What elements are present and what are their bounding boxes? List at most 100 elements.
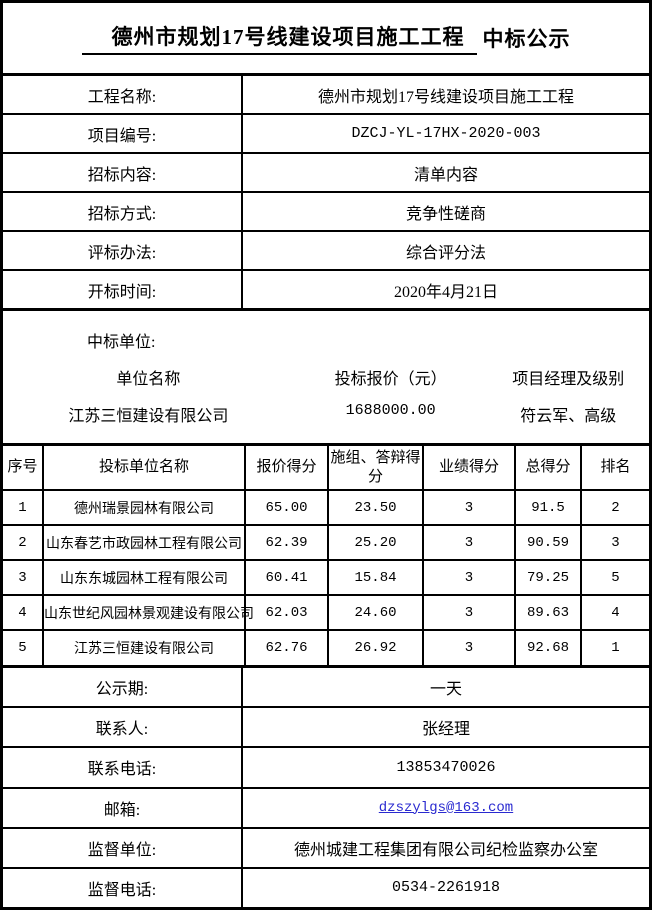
- score-table: 序号 投标单位名称 报价得分 施组、答辩得分 业绩得分 总得分 排名 1 德州瑞…: [2, 445, 650, 666]
- cell-total-score: 79.25: [514, 559, 582, 596]
- label-tender-method: 招标方式:: [3, 193, 243, 230]
- cell-plan-defense-score: 25.20: [327, 524, 424, 561]
- cell-bidder-name: 德州瑞景园林有限公司: [42, 489, 246, 526]
- email-link[interactable]: dzszylgs@163.com: [378, 799, 514, 816]
- table-row: 2 山东春艺市政园林工程有限公司 62.39 25.20 3 90.59 3: [2, 524, 650, 561]
- row-evaluation-method: 评标办法: 综合评分法: [3, 232, 649, 271]
- value-publicity-period: 一天: [429, 681, 462, 699]
- winner-col-manager: 项目经理及级别: [512, 371, 625, 388]
- header-total-score: 总得分: [514, 445, 582, 491]
- value-project-name: 德州市规划17号线建设项目施工工程: [317, 88, 574, 106]
- winner-company: 江苏三恒建设有限公司: [68, 408, 229, 425]
- row-bid-opening-time: 开标时间: 2020年4月21日: [3, 271, 649, 311]
- cell-price-score: 62.76: [244, 629, 329, 666]
- header-bidder-name: 投标单位名称: [42, 445, 246, 491]
- cell-plan-defense-score: 26.92: [327, 629, 424, 666]
- label-supervision-unit: 监督单位:: [3, 828, 243, 867]
- row-tender-content: 招标内容: 清单内容: [3, 154, 649, 193]
- header-price-score: 报价得分: [244, 445, 329, 491]
- cell-rank: 4: [580, 594, 650, 631]
- value-project-number: DZCJ-YL-17HX-2020-003: [351, 125, 541, 142]
- cell-performance-score: 3: [422, 559, 516, 596]
- cell-plan-defense-score: 15.84: [327, 559, 424, 596]
- label-bid-opening-time: 开标时间:: [3, 271, 243, 308]
- winner-section-label: 中标单位:: [87, 334, 156, 351]
- winner-project-manager: 符云军、高级: [520, 408, 617, 425]
- value-supervision-phone: 0534-2261918: [391, 879, 501, 897]
- winner-column-headers: 单位名称 投标报价（元） 项目经理及级别: [3, 365, 649, 389]
- value-supervision-unit: 德州城建工程集团有限公司纪检监察办公室: [293, 841, 598, 859]
- label-publicity-period: 公示期:: [3, 668, 243, 707]
- row-tender-method: 招标方式: 竞争性磋商: [3, 193, 649, 232]
- cell-rank: 2: [580, 489, 650, 526]
- label-supervision-phone: 监督电话:: [3, 868, 243, 908]
- header-seq: 序号: [2, 445, 44, 491]
- cell-seq: 2: [2, 524, 44, 561]
- cell-performance-score: 3: [422, 594, 516, 631]
- row-contact-phone: 联系电话: 13853470026: [3, 748, 649, 789]
- label-evaluation-method: 评标办法:: [3, 232, 243, 269]
- winner-bid-price: 1688000.00: [345, 402, 436, 419]
- cell-total-score: 91.5: [514, 489, 582, 526]
- cell-plan-defense-score: 23.50: [327, 489, 424, 526]
- row-email: 邮箱: dzszylgs@163.com: [3, 788, 649, 829]
- cell-price-score: 62.03: [244, 594, 329, 631]
- title-suffix: 中标公示: [482, 27, 571, 51]
- label-tender-content: 招标内容:: [3, 154, 243, 191]
- cell-rank: 5: [580, 559, 650, 596]
- cell-total-score: 90.59: [514, 524, 582, 561]
- label-project-name: 工程名称:: [3, 76, 243, 113]
- cell-rank: 3: [580, 524, 650, 561]
- value-tender-content: 清单内容: [413, 166, 478, 184]
- project-name-underlined: 德州市规划17号线建设项目施工工程: [81, 21, 477, 55]
- row-contact-person: 联系人: 张经理: [3, 708, 649, 749]
- table-row: 5 江苏三恒建设有限公司 62.76 26.92 3 92.68 1: [2, 629, 650, 666]
- cell-plan-defense-score: 24.60: [327, 594, 424, 631]
- cell-price-score: 62.39: [244, 524, 329, 561]
- table-row: 3 山东东城园林工程有限公司 60.41 15.84 3 79.25 5: [2, 559, 650, 596]
- cell-performance-score: 3: [422, 489, 516, 526]
- value-tender-method: 竞争性磋商: [405, 205, 486, 223]
- table-row: 1 德州瑞景园林有限公司 65.00 23.50 3 91.5 2: [2, 489, 650, 526]
- value-contact-phone: 13853470026: [396, 758, 496, 776]
- cell-performance-score: 3: [422, 629, 516, 666]
- cell-seq: 3: [2, 559, 44, 596]
- winner-col-company: 单位名称: [116, 371, 181, 388]
- cell-performance-score: 3: [422, 524, 516, 561]
- cell-total-score: 92.68: [514, 629, 582, 666]
- winner-col-price: 投标报价（元）: [334, 371, 447, 388]
- winner-section: 中标单位: 单位名称 投标报价（元） 项目经理及级别 江苏三恒建设有限公司 16…: [3, 311, 649, 446]
- winner-data-row: 江苏三恒建设有限公司 1688000.00 符云军、高级: [3, 402, 649, 426]
- header-plan-defense-score: 施组、答辩得分: [327, 445, 424, 491]
- row-project-name: 工程名称: 德州市规划17号线建设项目施工工程: [3, 76, 649, 115]
- cell-price-score: 60.41: [244, 559, 329, 596]
- header-rank: 排名: [580, 445, 650, 491]
- cell-total-score: 89.63: [514, 594, 582, 631]
- header-performance-score: 业绩得分: [422, 445, 516, 491]
- row-publicity-period: 公示期: 一天: [3, 668, 649, 709]
- cell-seq: 5: [2, 629, 44, 666]
- cell-bidder-name: 山东春艺市政园林工程有限公司: [42, 524, 246, 561]
- cell-bidder-name: 山东世纪风园林景观建设有限公司: [42, 594, 254, 631]
- label-contact-person: 联系人:: [3, 708, 243, 747]
- score-table-header-row: 序号 投标单位名称 报价得分 施组、答辩得分 业绩得分 总得分 排名: [2, 445, 650, 491]
- row-supervision-phone: 监督电话: 0534-2261918: [3, 868, 649, 908]
- cell-price-score: 65.00: [244, 489, 329, 526]
- page-title: 德州市规划17号线建设项目施工工程 中标公示: [3, 3, 649, 76]
- cell-bidder-name: 江苏三恒建设有限公司: [42, 629, 246, 666]
- row-project-number: 项目编号: DZCJ-YL-17HX-2020-003: [3, 115, 649, 154]
- value-contact-person: 张经理: [421, 721, 470, 739]
- value-bid-opening-time: 2020年4月21日: [393, 283, 498, 301]
- score-table-wrap: 序号 投标单位名称 报价得分 施组、答辩得分 业绩得分 总得分 排名 1 德州瑞…: [2, 445, 650, 668]
- label-project-number: 项目编号:: [3, 115, 243, 152]
- footer-section: 公示期: 一天 联系人: 张经理 联系电话: 13853470026 邮箱: d…: [3, 668, 649, 908]
- cell-rank: 1: [580, 629, 650, 666]
- label-email: 邮箱:: [3, 788, 243, 827]
- cell-seq: 4: [2, 594, 44, 631]
- table-row: 4 山东世纪风园林景观建设有限公司 62.03 24.60 3 89.63 4: [2, 594, 650, 631]
- row-supervision-unit: 监督单位: 德州城建工程集团有限公司纪检监察办公室: [3, 828, 649, 869]
- label-contact-phone: 联系电话:: [3, 748, 243, 787]
- cell-seq: 1: [2, 489, 44, 526]
- value-evaluation-method: 综合评分法: [405, 244, 486, 262]
